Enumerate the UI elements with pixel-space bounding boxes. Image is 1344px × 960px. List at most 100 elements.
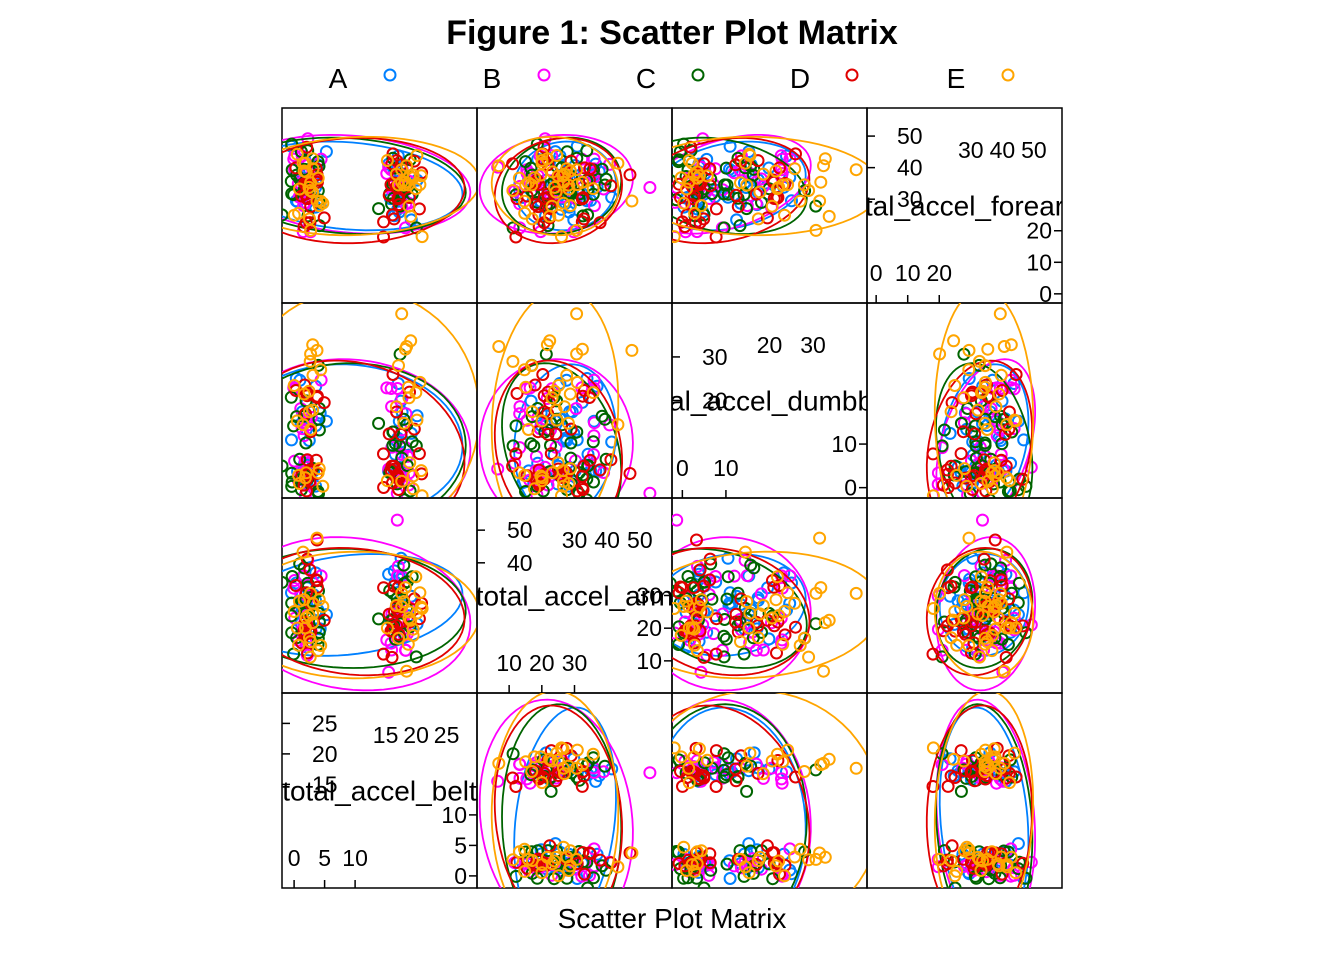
diagonal-tick-label: 30: [562, 527, 588, 553]
data-point-e: [672, 230, 681, 244]
data-point-e: [397, 416, 411, 430]
data-point-e: [415, 230, 429, 244]
data-point-d: [300, 453, 314, 467]
data-point-c: [740, 202, 754, 216]
data-point-c: [372, 202, 386, 216]
data-point-d: [509, 447, 523, 461]
data-point-e: [293, 594, 306, 608]
data-point-e: [769, 164, 783, 178]
data-point-e: [403, 605, 417, 619]
data-point-d: [703, 856, 717, 870]
data-point-e: [765, 611, 779, 625]
data-point-e: [555, 230, 568, 244]
data-point-e: [551, 456, 565, 470]
data-point-e: [561, 416, 575, 430]
data-point-e: [974, 747, 988, 761]
data-point-e: [770, 570, 784, 584]
data-point-e: [989, 400, 1003, 414]
panel-border: [866, 692, 1063, 889]
data-point-e: [392, 359, 405, 373]
data-point-e: [980, 635, 994, 649]
diagonal-tick-label: 50: [627, 527, 653, 553]
diagonal-tick-label: 0: [844, 475, 857, 501]
data-point-e: [562, 864, 576, 877]
data-point-e: [1000, 545, 1014, 559]
data-point-e: [822, 209, 836, 223]
data-point-b: [775, 152, 789, 166]
data-point-e: [570, 852, 584, 866]
data-point-b: [399, 643, 412, 657]
data-point-e: [406, 482, 420, 496]
data-point-e: [303, 212, 316, 226]
data-point-e: [817, 664, 830, 678]
data-point-e: [402, 199, 416, 213]
data-point-d: [709, 202, 723, 216]
data-point-e: [802, 853, 816, 867]
data-point-e: [778, 869, 791, 883]
data-point-e: [992, 387, 1006, 401]
data-point-d: [317, 211, 331, 225]
data-point-e: [549, 403, 563, 417]
data-point-d: [506, 459, 520, 473]
data-point-c: [721, 570, 735, 584]
diagonal-tick-label: 30: [958, 137, 984, 163]
ellipse-b: [672, 698, 812, 888]
ellipse-d: [493, 359, 624, 498]
data-point-e: [944, 631, 958, 645]
ellipse-a: [282, 553, 464, 657]
data-point-c: [509, 419, 523, 433]
ellipse-b: [282, 536, 472, 692]
data-point-b: [727, 569, 741, 583]
data-point-e: [316, 479, 330, 493]
data-point-e: [306, 616, 320, 630]
data-point-e: [926, 489, 940, 498]
diagonal-tick-label: 30: [897, 186, 923, 212]
data-point-e: [980, 852, 994, 866]
data-point-b: [696, 132, 710, 146]
data-point-d: [578, 161, 591, 175]
data-point-e: [563, 387, 577, 401]
data-point-e: [957, 611, 971, 625]
data-point-b: [783, 569, 797, 583]
data-point-b: [587, 373, 601, 387]
data-point-e: [557, 840, 570, 854]
data-point-e: [978, 586, 992, 600]
data-point-c: [409, 439, 423, 453]
data-point-c: [809, 617, 823, 631]
data-point-e: [742, 147, 756, 161]
data-point-e: [395, 175, 409, 189]
data-point-e: [690, 857, 704, 871]
data-point-a: [723, 872, 737, 885]
data-point-d: [390, 405, 404, 419]
data-point-e: [506, 184, 520, 197]
panel-r1-c0: [281, 302, 478, 499]
diagonal-tick-label: 25: [312, 710, 338, 736]
data-point-b: [749, 643, 763, 657]
data-point-e: [978, 743, 992, 757]
data-point-e: [563, 462, 577, 476]
data-point-e: [740, 595, 754, 609]
data-point-e: [971, 607, 985, 621]
data-point-d: [382, 427, 396, 441]
data-point-e: [1009, 414, 1023, 428]
data-point-e: [413, 586, 427, 600]
data-point-c: [398, 493, 411, 498]
diagonal-tick-label: 10: [636, 648, 662, 674]
data-point-b: [513, 400, 527, 414]
data-point-c: [721, 751, 735, 765]
data-point-d: [377, 447, 390, 461]
data-point-d: [994, 453, 1008, 467]
ellipse-c: [282, 362, 467, 498]
ellipse-e: [490, 135, 620, 237]
data-point-d: [968, 427, 982, 441]
ellipse-a: [938, 706, 1030, 888]
data-point-d: [977, 552, 991, 566]
ellipse-d: [282, 546, 466, 677]
data-point-d: [564, 422, 578, 436]
data-point-d: [703, 162, 717, 176]
data-point-b: [643, 181, 657, 194]
data-point-e: [293, 477, 306, 490]
ellipse-e: [933, 303, 1035, 498]
data-point-e: [769, 593, 783, 607]
data-point-d: [388, 462, 401, 476]
